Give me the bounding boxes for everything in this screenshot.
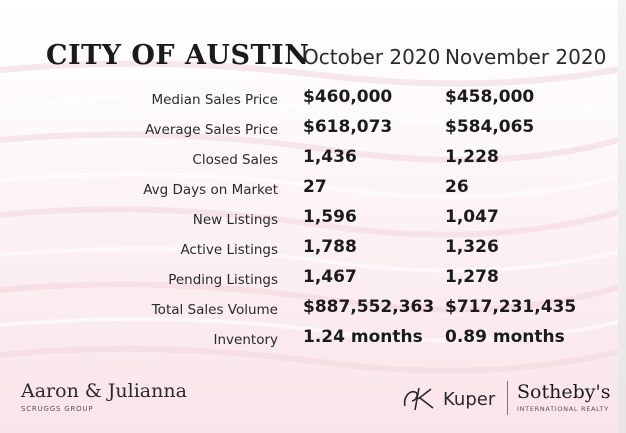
column-header-october: October 2020 — [303, 45, 441, 69]
logo-divider — [507, 381, 508, 415]
october-value: 1,596 — [303, 207, 357, 227]
table-row: Closed Sales 1,436 1,228 — [0, 147, 620, 177]
row-label: Pending Listings — [168, 272, 278, 288]
kuper-monogram-icon — [403, 387, 434, 411]
agent-logo: Aaron & Julianna SCRUGGS GROUP — [21, 380, 187, 413]
november-value: $458,000 — [445, 87, 535, 107]
table-row: Median Sales Price $460,000 $458,000 — [0, 87, 620, 117]
agent-name: Aaron & Julianna — [21, 380, 187, 402]
page-title: CITY OF AUSTIN — [46, 40, 310, 71]
table-row: Average Sales Price $618,073 $584,065 — [0, 117, 620, 147]
sothebys-tagline: INTERNATIONAL REALTY — [517, 405, 609, 413]
row-label: Active Listings — [180, 242, 278, 258]
october-value: 27 — [303, 177, 327, 197]
table-row: New Listings 1,596 1,047 — [0, 207, 620, 237]
october-value: $460,000 — [303, 87, 393, 107]
kuper-name: Kuper — [443, 389, 496, 410]
column-header-november: November 2020 — [445, 45, 607, 69]
october-value: 1,467 — [303, 267, 357, 287]
row-label: Inventory — [213, 332, 278, 348]
october-value: 1.24 months — [303, 327, 423, 347]
row-label: Closed Sales — [192, 152, 278, 168]
october-value: 1,788 — [303, 237, 357, 257]
row-label: Avg Days on Market — [143, 182, 278, 198]
row-label: Average Sales Price — [145, 122, 278, 138]
table-row: Avg Days on Market 27 26 — [0, 177, 620, 207]
october-value: $887,552,363 — [303, 297, 435, 317]
november-value: $584,065 — [445, 117, 535, 137]
agent-group: SCRUGGS GROUP — [21, 405, 94, 413]
right-edge-shadow — [618, 0, 626, 433]
november-value: 0.89 months — [445, 327, 565, 347]
table-row: Active Listings 1,788 1,326 — [0, 237, 620, 267]
row-label: New Listings — [192, 212, 278, 228]
november-value: 1,326 — [445, 237, 499, 257]
october-value: 1,436 — [303, 147, 357, 167]
row-label: Median Sales Price — [151, 92, 278, 108]
row-label: Total Sales Volume — [151, 302, 278, 318]
table-row: Inventory 1.24 months 0.89 months — [0, 327, 620, 357]
november-value: 1,228 — [445, 147, 499, 167]
november-value: $717,231,435 — [445, 297, 577, 317]
table-row: Total Sales Volume $887,552,363 $717,231… — [0, 297, 620, 327]
november-value: 1,047 — [445, 207, 499, 227]
november-value: 1,278 — [445, 267, 499, 287]
october-value: $618,073 — [303, 117, 393, 137]
table-row: Pending Listings 1,467 1,278 — [0, 267, 620, 297]
sothebys-name: Sotheby's — [517, 381, 611, 403]
november-value: 26 — [445, 177, 469, 197]
